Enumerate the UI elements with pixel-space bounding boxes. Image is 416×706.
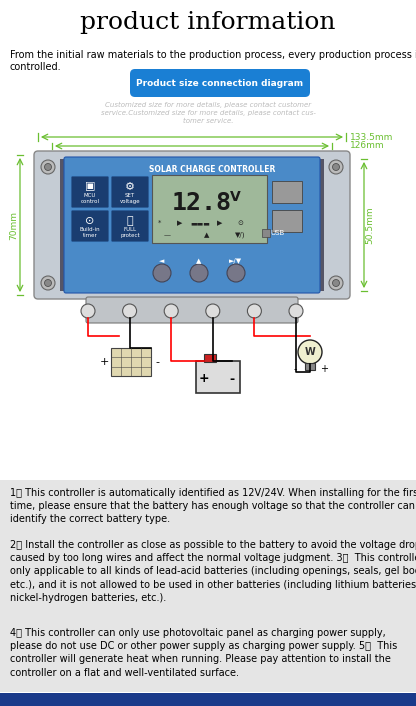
Bar (204, 354, 216, 362)
FancyBboxPatch shape (34, 151, 350, 299)
Bar (262, 229, 270, 237)
Circle shape (190, 264, 208, 282)
Text: V: V (230, 190, 241, 204)
Text: +: + (320, 364, 328, 374)
FancyBboxPatch shape (64, 157, 320, 293)
Text: ◄: ◄ (159, 258, 165, 264)
Text: ⚙: ⚙ (125, 181, 135, 191)
Text: +: + (99, 357, 109, 367)
Circle shape (41, 276, 55, 290)
Text: ▲: ▲ (196, 258, 202, 264)
Text: 70mm: 70mm (10, 210, 18, 239)
Text: Build-in
timer: Build-in timer (80, 227, 100, 238)
FancyBboxPatch shape (130, 69, 310, 97)
Text: SOLAR CHARGE CONTROLLER: SOLAR CHARGE CONTROLLER (149, 164, 275, 174)
Text: ▣: ▣ (85, 181, 95, 191)
Text: W: W (305, 347, 315, 357)
Bar (63, 159, 66, 291)
FancyBboxPatch shape (86, 297, 298, 323)
Text: 4、 This controller can only use photovoltaic panel as charging power supply,
ple: 4、 This controller can only use photovol… (10, 628, 397, 678)
Text: -: - (293, 364, 297, 374)
Bar (111, 348, 151, 376)
Circle shape (227, 264, 245, 282)
Bar (321, 159, 324, 291)
Text: product information: product information (80, 11, 336, 33)
Bar (0, 480, 416, 692)
Circle shape (206, 304, 220, 318)
Circle shape (289, 304, 303, 318)
FancyBboxPatch shape (111, 210, 149, 242)
Circle shape (329, 160, 343, 174)
Text: USB: USB (270, 230, 284, 236)
Text: Customized size for more details, please contact customer
service.Customized siz: Customized size for more details, please… (101, 102, 315, 124)
Text: ▲: ▲ (204, 232, 210, 238)
Bar (318, 159, 321, 291)
Text: 126mm: 126mm (350, 141, 385, 150)
Circle shape (332, 164, 339, 171)
Circle shape (45, 164, 52, 171)
Text: +: + (199, 373, 209, 385)
Text: *: * (158, 220, 162, 226)
Circle shape (123, 304, 136, 318)
Text: ▶: ▶ (217, 220, 223, 226)
Text: 133.5mm: 133.5mm (350, 133, 394, 141)
Text: ⊙: ⊙ (85, 215, 95, 226)
Text: ▬▬▬: ▬▬▬ (190, 220, 210, 226)
Text: 50.5mm: 50.5mm (366, 206, 374, 244)
Text: Product size connection diagram: Product size connection diagram (136, 80, 304, 88)
Circle shape (332, 280, 339, 287)
Text: ▶: ▶ (177, 220, 183, 226)
Circle shape (329, 276, 343, 290)
Bar (272, 181, 302, 203)
Circle shape (248, 304, 261, 318)
Bar (60, 159, 63, 291)
Text: MCU
control: MCU control (81, 193, 99, 204)
FancyBboxPatch shape (111, 176, 149, 208)
Text: FULL
protect: FULL protect (120, 227, 140, 238)
Text: ▼/): ▼/) (235, 232, 245, 238)
Text: —: — (163, 232, 171, 238)
Circle shape (45, 280, 52, 287)
FancyBboxPatch shape (71, 210, 109, 242)
Text: 2、 Install the controller as close as possible to the battery to avoid the volta: 2、 Install the controller as close as po… (10, 540, 416, 603)
Text: -: - (155, 357, 159, 367)
Text: 🔒: 🔒 (127, 215, 133, 226)
Bar (196, 361, 240, 393)
Text: SET
voltage: SET voltage (120, 193, 140, 204)
Bar (0, 693, 416, 706)
FancyBboxPatch shape (71, 176, 109, 208)
Text: 1、 This controller is automatically identified as 12V/24V. When installing for t: 1、 This controller is automatically iden… (10, 488, 416, 525)
Text: ⊙: ⊙ (237, 220, 243, 226)
Circle shape (298, 340, 322, 364)
Bar (305, 363, 315, 370)
Text: 12.8: 12.8 (172, 191, 232, 215)
Text: ►/▼: ►/▼ (230, 258, 243, 264)
Bar (272, 210, 302, 232)
Text: From the initial raw materials to the production process, every production proce: From the initial raw materials to the pr… (10, 50, 416, 71)
Circle shape (153, 264, 171, 282)
Bar (152, 175, 267, 243)
Circle shape (41, 160, 55, 174)
Text: -: - (230, 373, 235, 385)
Circle shape (164, 304, 178, 318)
Circle shape (81, 304, 95, 318)
